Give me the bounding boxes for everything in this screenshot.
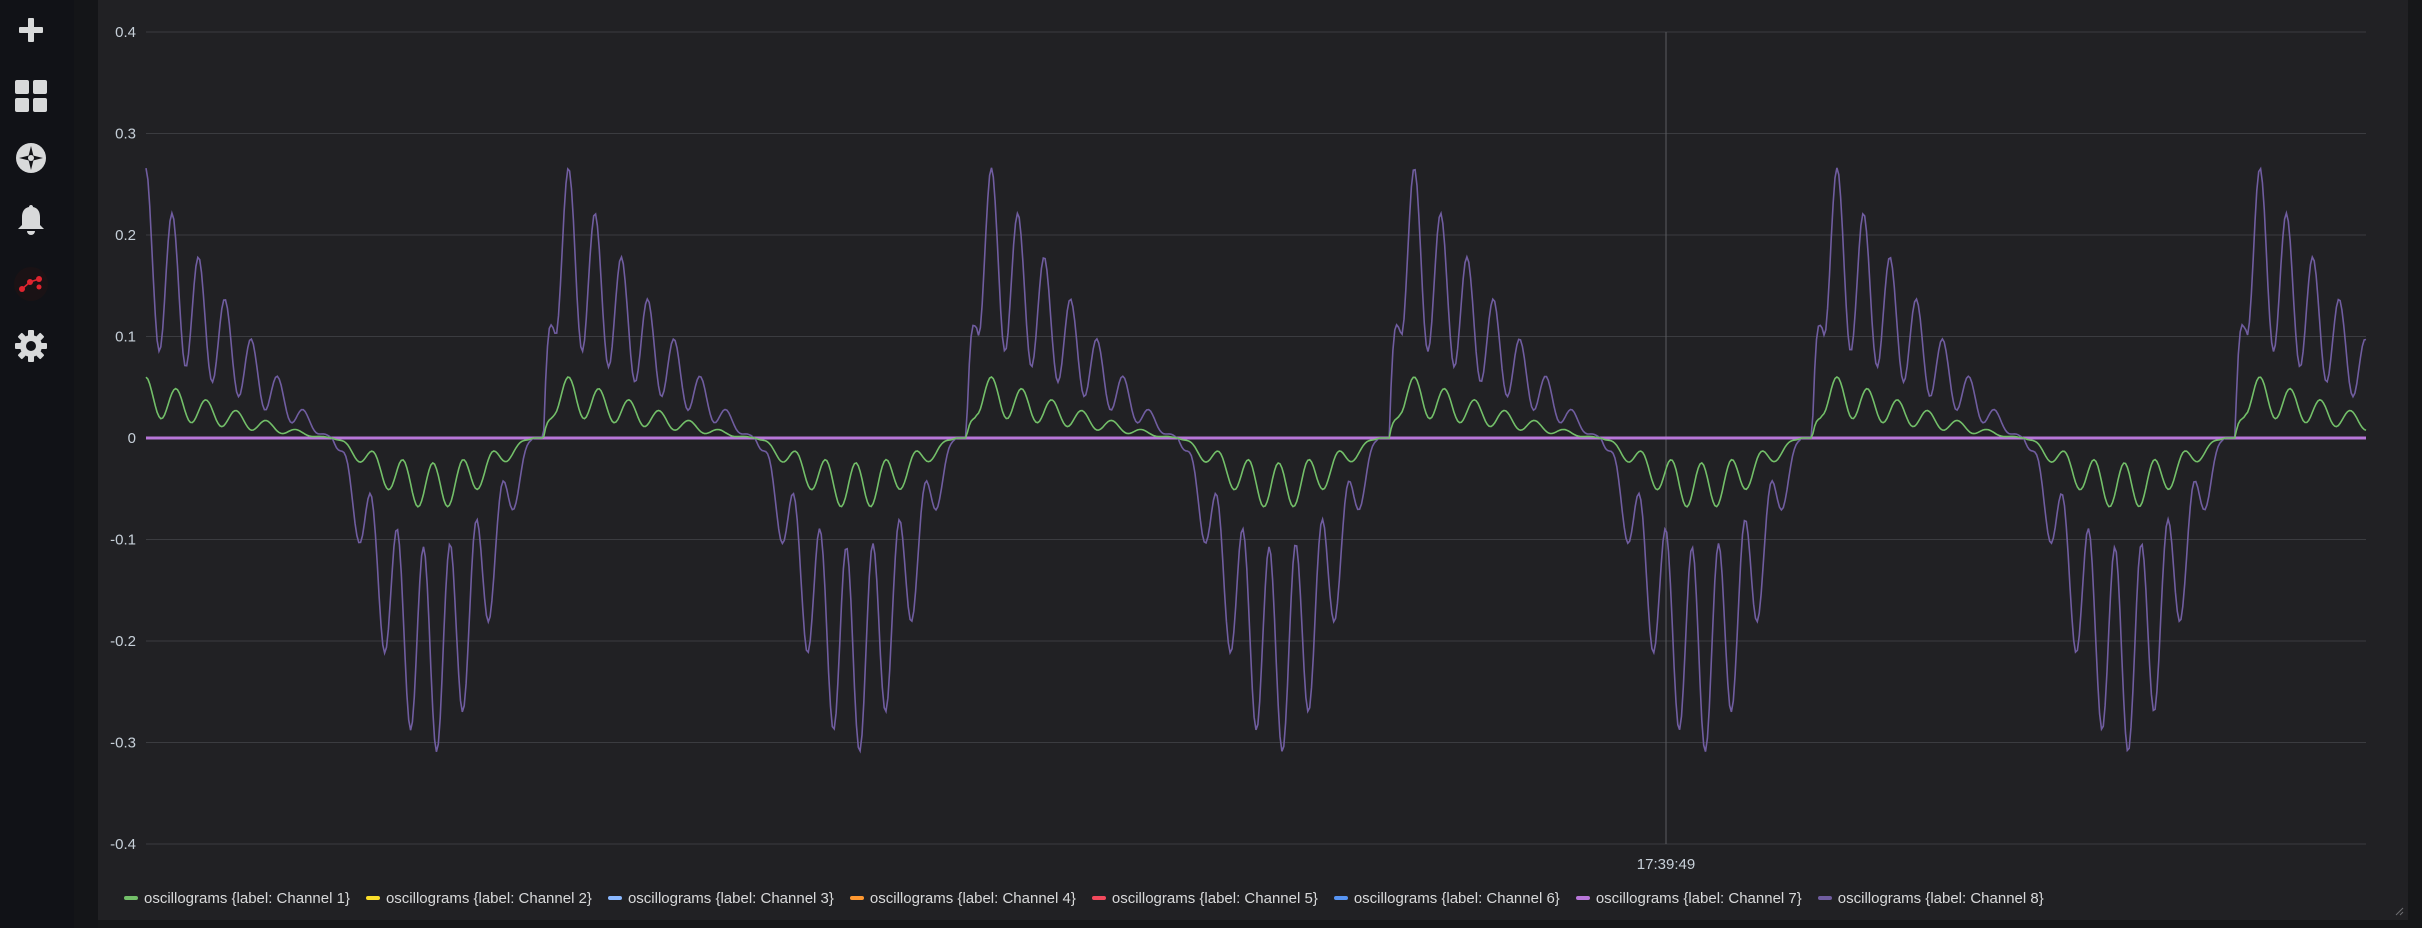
series-line-channel-1 <box>145 376 2367 508</box>
plugin-dots-icon <box>14 267 48 301</box>
legend-item-channel-8[interactable]: oscillograms {label: Channel 8} <box>1817 889 2044 907</box>
graph-legend: oscillograms {label: Channel 1} oscillogr… <box>124 888 2060 908</box>
legend-label: oscillograms {label: Channel 2} <box>385 889 592 907</box>
graph-canvas[interactable]: 0.4 0.3 0.2 0.1 0 -0.1 -0.2 -0.3 -0.4 17:39:49 <box>98 0 2408 880</box>
legend-swatch <box>1091 896 1106 900</box>
y-tick-label: 0 <box>128 430 136 447</box>
legend-item-channel-3[interactable]: oscillograms {label: Channel 3} <box>607 889 834 907</box>
y-tick-label: 0.1 <box>115 329 136 346</box>
y-tick-label: 0.2 <box>115 227 136 244</box>
legend-swatch <box>1817 896 1832 900</box>
sidebar-gutter <box>74 0 98 928</box>
legend-swatch <box>1575 896 1590 900</box>
y-tick-label: -0.4 <box>110 836 136 853</box>
legend-item-channel-4[interactable]: oscillograms {label: Channel 4} <box>849 889 1076 907</box>
sidebar-item-configuration[interactable] <box>13 328 49 364</box>
legend-swatch <box>607 896 622 900</box>
plus-icon <box>19 18 43 42</box>
compass-icon <box>16 143 46 173</box>
x-tick-label: 17:39:49 <box>1637 856 1695 873</box>
sidebar-item-explore[interactable] <box>13 140 49 176</box>
legend-item-channel-6[interactable]: oscillograms {label: Channel 6} <box>1333 889 1560 907</box>
legend-swatch <box>365 896 380 900</box>
y-tick-label: -0.2 <box>110 633 136 650</box>
sidebar-item-alerting[interactable] <box>13 202 49 238</box>
y-tick-label: -0.1 <box>110 532 136 549</box>
y-tick-label: 0.3 <box>115 126 136 143</box>
legend-label: oscillograms {label: Channel 8} <box>1837 889 2044 907</box>
sidebar-item-plugin[interactable] <box>13 266 49 302</box>
series-line-channel-8 <box>145 166 2367 754</box>
legend-item-channel-5[interactable]: oscillograms {label: Channel 5} <box>1091 889 1318 907</box>
legend-label: oscillograms {label: Channel 7} <box>1595 889 1802 907</box>
y-tick-label: 0.4 <box>115 24 136 41</box>
legend-item-channel-2[interactable]: oscillograms {label: Channel 2} <box>365 889 592 907</box>
legend-label: oscillograms {label: Channel 1} <box>144 889 350 907</box>
legend-label: oscillograms {label: Channel 5} <box>1111 889 1318 907</box>
panel-resize-handle-icon[interactable] <box>2394 906 2404 916</box>
dashboards-grid-icon <box>15 80 47 112</box>
legend-swatch <box>124 896 138 900</box>
bell-icon <box>18 205 44 235</box>
legend-item-channel-7[interactable]: oscillograms {label: Channel 7} <box>1575 889 1802 907</box>
sidebar-item-create[interactable] <box>13 12 49 48</box>
legend-swatch <box>1333 896 1348 900</box>
legend-label: oscillograms {label: Channel 4} <box>869 889 1076 907</box>
side-menu <box>0 0 74 928</box>
legend-label: oscillograms {label: Channel 3} <box>627 889 834 907</box>
gear-icon <box>15 330 47 362</box>
legend-label: oscillograms {label: Channel 6} <box>1353 889 1560 907</box>
graph-panel: 0.4 0.3 0.2 0.1 0 -0.1 -0.2 -0.3 -0.4 17:39:49 os… <box>98 0 2408 920</box>
y-tick-label: -0.3 <box>110 735 136 752</box>
sidebar-item-dashboards[interactable] <box>13 78 49 114</box>
legend-item-channel-1[interactable]: oscillograms {label: Channel 1} <box>124 890 350 907</box>
legend-swatch <box>849 896 864 900</box>
